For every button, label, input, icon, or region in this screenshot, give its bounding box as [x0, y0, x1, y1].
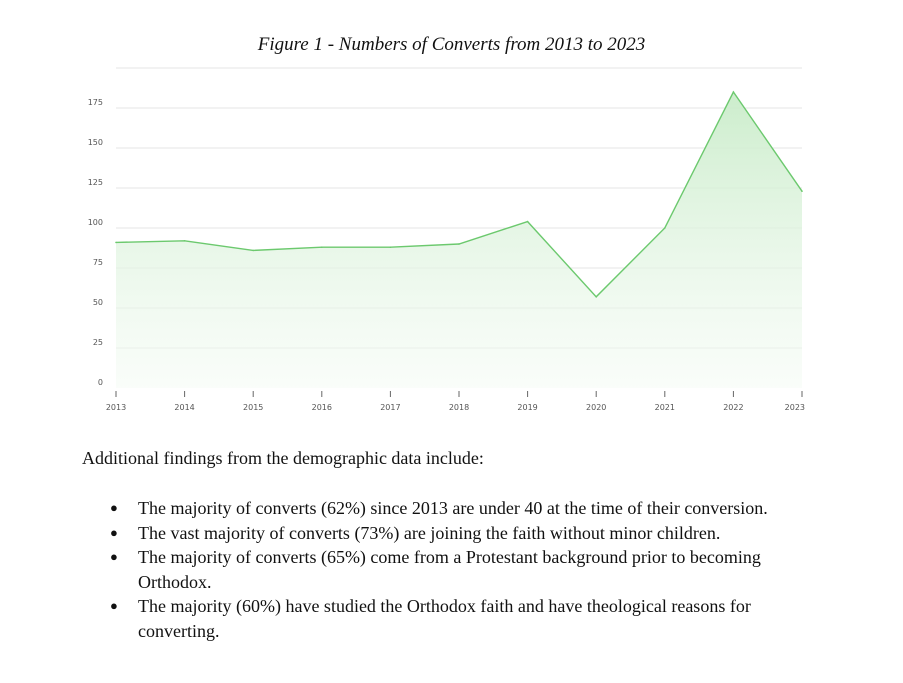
x-tick-label: 2022	[723, 403, 743, 412]
y-tick-label: 75	[93, 258, 103, 267]
data-point	[252, 249, 254, 252]
data-point	[801, 190, 803, 192]
finding-item: The majority of converts (62%) since 201…	[110, 496, 810, 521]
x-tick-label: 2013	[106, 403, 126, 412]
y-tick-label: 125	[88, 178, 103, 187]
data-point	[595, 296, 597, 298]
x-tick-label: 2018	[449, 403, 469, 412]
y-tick-label: 150	[88, 138, 103, 147]
data-point	[183, 240, 186, 242]
y-tick-label: 0	[98, 378, 103, 387]
x-tick-label: 2023	[785, 403, 805, 412]
finding-item: The majority of converts (65%) come from…	[110, 545, 810, 594]
area-fill	[116, 92, 802, 388]
data-point	[732, 91, 735, 93]
x-tick-label: 2014	[174, 403, 194, 412]
finding-item: The majority (60%) have studied the Orth…	[110, 594, 810, 643]
data-point	[458, 243, 460, 245]
data-point	[664, 227, 666, 229]
finding-item: The vast majority of converts (73%) are …	[110, 521, 810, 546]
y-tick-label: 100	[88, 218, 103, 227]
figure-title: Figure 1 - Numbers of Converts from 2013…	[257, 34, 646, 55]
x-tick-label: 2016	[312, 403, 332, 412]
data-point	[526, 220, 529, 223]
x-tick-label: 2017	[380, 403, 400, 412]
y-tick-label: 25	[93, 338, 103, 347]
y-tick-label: 175	[88, 98, 103, 107]
findings-list: The majority of converts (62%) since 201…	[110, 496, 810, 643]
y-tick-label: 50	[93, 298, 103, 307]
converts-area-chart: 2013 2014 2015 2016 2017 2018 2019 2020 2021 2022…	[88, 67, 805, 412]
x-tick-label: 2015	[243, 403, 263, 412]
data-point	[115, 241, 117, 244]
x-tick-label: 2019	[517, 403, 537, 412]
x-tick-label: 2020	[586, 403, 606, 412]
data-point	[321, 246, 323, 248]
x-tick-label: 2021	[655, 403, 675, 412]
findings-intro: Additional findings from the demographic…	[82, 448, 484, 468]
data-point	[389, 246, 392, 248]
